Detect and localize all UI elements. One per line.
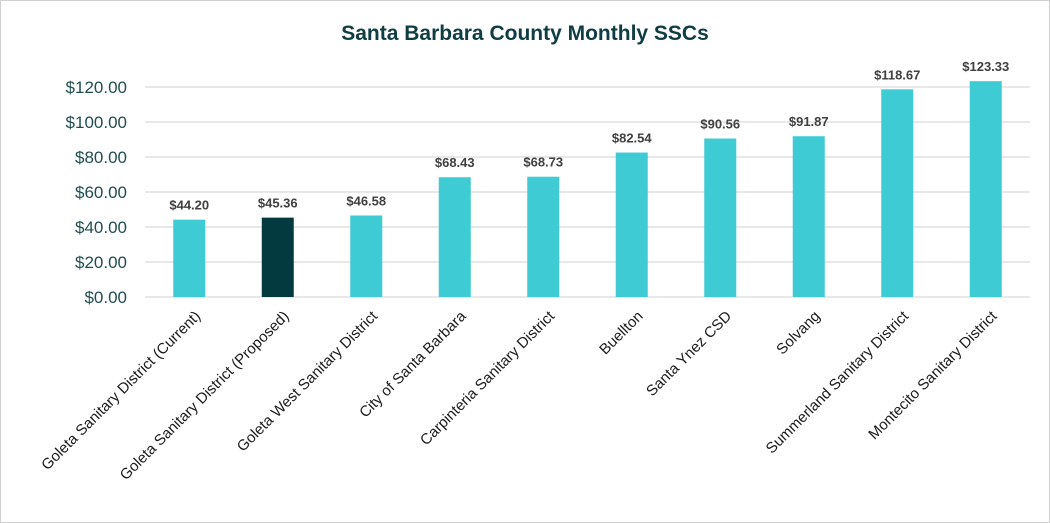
x-tick-label: Buellton <box>596 308 646 358</box>
y-tick-label: $40.00 <box>75 218 127 237</box>
bar-6 <box>615 152 648 297</box>
chart-title: Santa Barbara County Monthly SSCs <box>341 22 709 45</box>
bar-9 <box>881 89 914 297</box>
x-tick-label: Goleta Sanitary District (Proposed) <box>117 308 293 484</box>
data-label: $123.33 <box>962 59 1009 74</box>
bar-7 <box>704 138 737 297</box>
bar-5 <box>527 176 560 297</box>
data-label: $44.20 <box>169 198 209 213</box>
bar-1 <box>173 219 206 297</box>
data-label: $46.58 <box>346 193 386 208</box>
y-tick-label: $60.00 <box>75 183 127 202</box>
x-tick-label: Santa Ynez CSD <box>643 308 735 400</box>
x-tick-label: Solvang <box>773 308 823 358</box>
x-tick-label: Summerland Sanitary District <box>763 307 913 457</box>
x-tick-label: Goleta West Sanitary District <box>234 307 382 455</box>
y-tick-label: $100.00 <box>66 113 127 132</box>
data-label: $118.67 <box>874 67 920 82</box>
y-tick-label: $20.00 <box>75 253 127 272</box>
bar-3 <box>350 215 383 297</box>
bar-2 <box>261 217 294 297</box>
data-label: $90.56 <box>700 117 740 132</box>
bar-10 <box>969 81 1002 297</box>
y-tick-label: $120.00 <box>66 78 127 97</box>
y-tick-label: $0.00 <box>84 288 127 307</box>
data-label: $68.43 <box>435 155 475 170</box>
bar-4 <box>438 177 471 297</box>
x-tick-label: Goleta Sanitary District (Current) <box>38 308 204 474</box>
y-tick-label: $80.00 <box>75 148 127 167</box>
data-label: $68.73 <box>523 155 563 170</box>
bar-8 <box>792 136 825 297</box>
data-label: $91.87 <box>789 114 829 129</box>
data-label: $45.36 <box>258 196 298 211</box>
data-label: $82.54 <box>612 131 653 146</box>
